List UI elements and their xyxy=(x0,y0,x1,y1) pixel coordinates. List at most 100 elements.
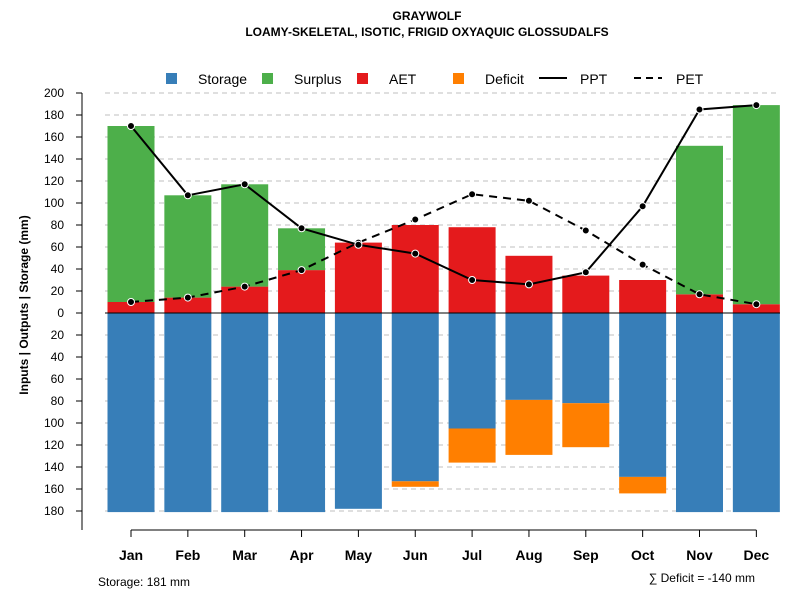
x-tick-label: Jun xyxy=(403,547,428,563)
y-tick-label: 200 xyxy=(44,86,64,100)
bar-aet xyxy=(107,302,155,313)
x-tick-label: Jan xyxy=(119,547,143,563)
point-pet xyxy=(695,290,704,299)
point-pet xyxy=(752,300,761,309)
bar-storage xyxy=(619,313,667,477)
legend-label-storage: Storage xyxy=(198,71,247,87)
point-pet xyxy=(411,215,420,224)
point-pet xyxy=(581,226,590,235)
bar-surplus xyxy=(732,105,780,305)
y-tick-label: 40 xyxy=(51,350,65,364)
point-pet xyxy=(638,260,647,269)
x-axis: Jan Feb Mar Apr May Jun Jul Aug Sep Oct Nov Dec xyxy=(119,529,769,563)
y-tick-label: 100 xyxy=(44,416,64,430)
lines xyxy=(127,101,761,309)
point-ppt xyxy=(127,122,135,130)
bar-aet xyxy=(221,286,269,313)
bar-aet xyxy=(676,294,723,313)
x-tick-label: May xyxy=(345,547,372,563)
bar-aet xyxy=(334,242,382,313)
chart-title: GRAYWOLF xyxy=(393,9,462,23)
bar-aet xyxy=(732,304,780,313)
x-tick-label: Oct xyxy=(631,547,655,563)
y-tick-label: 20 xyxy=(51,284,65,298)
y-tick-label: 100 xyxy=(44,196,64,210)
y-tick-label: 40 xyxy=(51,262,65,276)
y-tick-label: 60 xyxy=(51,240,65,254)
y-axis: 2001801601401201008060402002040608010012… xyxy=(44,86,83,530)
point-ppt xyxy=(354,240,363,249)
x-tick-label: Sep xyxy=(573,547,599,563)
y-tick-label: 180 xyxy=(44,504,64,518)
bar-storage xyxy=(676,313,723,513)
legend-swatch-storage xyxy=(166,73,177,84)
bar-aet xyxy=(391,225,439,313)
y-tick-label: 180 xyxy=(44,108,64,122)
bar-aet xyxy=(448,227,496,313)
point-ppt xyxy=(638,202,647,211)
y-tick-label: 80 xyxy=(51,394,65,408)
legend: Storage Surplus AET Deficit PPT PET xyxy=(166,71,704,87)
y-tick-label: 60 xyxy=(51,372,65,386)
bar-aet xyxy=(619,280,667,313)
point-ppt xyxy=(240,180,249,189)
point-ppt xyxy=(695,105,704,114)
bar-storage xyxy=(278,313,326,513)
legend-label-pet: PET xyxy=(676,71,704,87)
y-tick-label: 140 xyxy=(44,152,64,166)
bar-storage xyxy=(221,313,269,513)
bar-surplus xyxy=(676,145,723,295)
bar-deficit xyxy=(448,428,496,463)
bars xyxy=(107,105,780,513)
bar-storage xyxy=(107,313,155,513)
y-tick-label: 0 xyxy=(57,306,64,320)
bar-surplus xyxy=(107,126,155,302)
x-tick-label: Mar xyxy=(232,547,257,563)
chart-subtitle: LOAMY-SKELETAL, ISOTIC, FRIGID OXYAQUIC … xyxy=(245,25,608,39)
y-tick-label: 120 xyxy=(44,174,64,188)
bar-deficit xyxy=(562,403,610,448)
bar-storage xyxy=(505,313,553,400)
point-pet xyxy=(524,196,533,205)
point-pet xyxy=(468,190,477,199)
y-tick-label: 140 xyxy=(44,460,64,474)
bar-aet xyxy=(562,275,610,313)
point-pet xyxy=(127,298,135,306)
x-tick-label: Nov xyxy=(686,547,713,563)
legend-swatch-aet xyxy=(357,73,368,84)
legend-swatch-surplus xyxy=(262,73,273,84)
bar-storage xyxy=(391,313,439,482)
point-ppt xyxy=(468,276,477,284)
bar-storage xyxy=(562,313,610,404)
bar-surplus xyxy=(164,195,212,298)
bar-aet xyxy=(164,297,212,313)
x-tick-label: Apr xyxy=(289,547,314,563)
bar-storage xyxy=(334,313,382,509)
bar-deficit xyxy=(391,481,439,487)
y-axis-label: Inputs | Outputs | Storage (mm) xyxy=(17,215,31,394)
grid-lines xyxy=(105,92,780,512)
bar-storage xyxy=(732,313,780,513)
legend-label-ppt: PPT xyxy=(580,71,608,87)
legend-label-aet: AET xyxy=(389,71,417,87)
y-tick-label: 120 xyxy=(44,438,64,452)
y-tick-label: 160 xyxy=(44,130,64,144)
line-ppt xyxy=(130,104,757,286)
bar-surplus xyxy=(221,184,269,287)
deficit-note: ∑ Deficit = -140 mm xyxy=(649,571,755,585)
line-pet xyxy=(130,193,757,306)
point-pet xyxy=(297,266,306,275)
point-pet xyxy=(240,282,249,291)
point-ppt xyxy=(581,268,590,277)
point-ppt xyxy=(524,280,533,289)
point-ppt xyxy=(752,101,761,110)
y-tick-label: 160 xyxy=(44,482,64,496)
bar-aet xyxy=(278,270,326,313)
x-tick-label: Aug xyxy=(515,547,542,563)
legend-label-deficit: Deficit xyxy=(485,71,524,87)
point-ppt xyxy=(411,249,420,258)
bar-surplus xyxy=(278,228,326,271)
point-ppt xyxy=(183,191,192,200)
legend-swatch-deficit xyxy=(453,73,464,84)
